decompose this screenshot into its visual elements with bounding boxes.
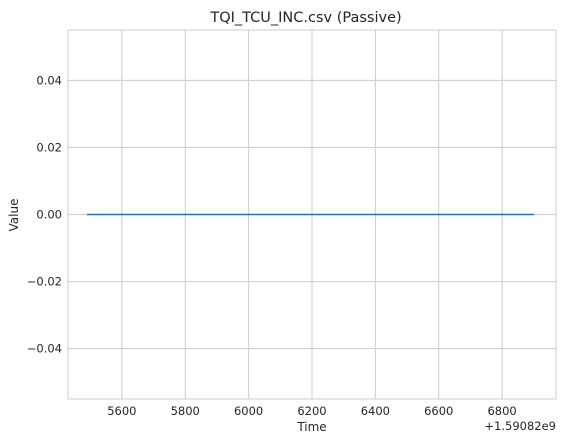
x-tick-label: 6600 xyxy=(424,404,453,418)
y-axis-label: Value xyxy=(7,199,21,232)
x-tick-label: 6000 xyxy=(234,404,263,418)
x-tick-label: 5800 xyxy=(171,404,200,418)
x-axis-ticks: 5600 5800 6000 6200 6400 6600 6800 xyxy=(107,404,517,418)
y-tick-label: −0.02 xyxy=(27,275,62,289)
chart-title: TQI_TCU_INC.csv (Passive) xyxy=(209,10,401,26)
y-tick-label: −0.04 xyxy=(27,342,62,356)
y-tick-label: 0.00 xyxy=(36,208,62,222)
y-tick-label: 0.02 xyxy=(36,140,62,154)
x-tick-label: 6200 xyxy=(297,404,326,418)
x-axis-label: Time xyxy=(296,420,326,434)
x-axis-offset-label: +1.59082e9 xyxy=(484,419,556,433)
plot-frame xyxy=(67,29,557,400)
y-tick-label: 0.04 xyxy=(36,73,62,87)
x-tick-label: 6800 xyxy=(487,404,516,418)
x-tick-label: 5600 xyxy=(107,404,136,418)
y-axis-ticks: −0.04 −0.02 0.00 0.02 0.04 xyxy=(27,73,62,355)
x-tick-label: 6400 xyxy=(361,404,390,418)
plot-area xyxy=(67,29,557,400)
